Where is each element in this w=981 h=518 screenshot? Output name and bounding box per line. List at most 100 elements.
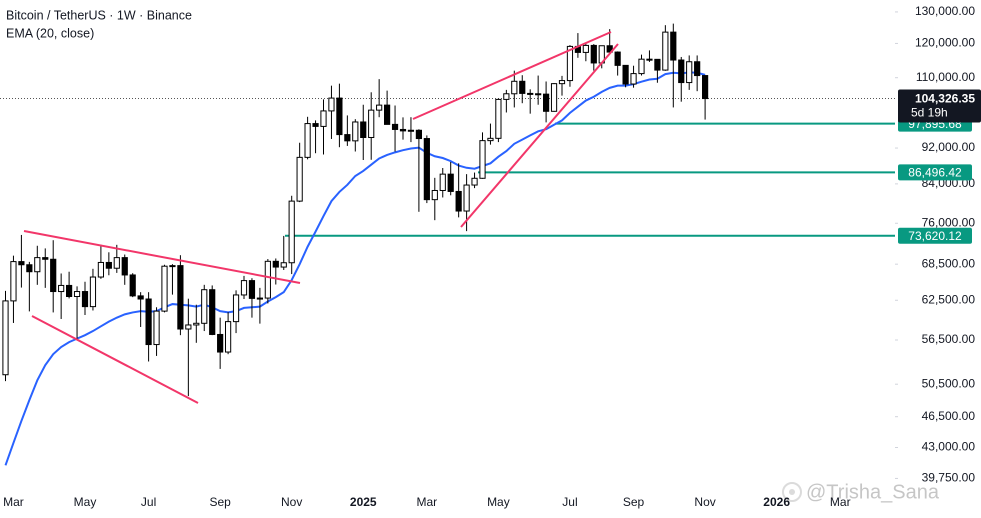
candle-body bbox=[296, 156, 303, 202]
candle-body bbox=[479, 140, 486, 179]
candle-body bbox=[217, 333, 224, 353]
candle-body bbox=[702, 75, 709, 100]
candle-body bbox=[113, 257, 120, 269]
y-tick-label: 56,500.00 bbox=[922, 332, 976, 346]
candle-body bbox=[97, 261, 105, 278]
x-tick-label: Nov bbox=[281, 495, 302, 509]
x-tick-label: May bbox=[74, 495, 97, 509]
candle-body bbox=[232, 294, 240, 323]
candle-body bbox=[169, 265, 176, 268]
x-tick-label: Jul bbox=[562, 495, 577, 509]
candle-body bbox=[105, 261, 112, 269]
candle-body bbox=[535, 93, 542, 96]
candle-body bbox=[89, 276, 97, 308]
candle-body bbox=[344, 134, 351, 142]
candle-body bbox=[352, 121, 359, 142]
x-tick-label: Nov bbox=[694, 495, 715, 509]
trendlines bbox=[23, 31, 619, 404]
y-tick-label: 110,000.00 bbox=[916, 70, 975, 84]
level-label-box bbox=[898, 164, 972, 181]
candle-body bbox=[678, 59, 685, 84]
x-tick-label: Mar bbox=[417, 495, 438, 509]
y-tick-label: 50,500.00 bbox=[922, 376, 976, 390]
y-tick-label: 120,000.00 bbox=[915, 36, 975, 50]
candle-body bbox=[209, 289, 216, 335]
candle-body bbox=[503, 93, 510, 100]
plot-area bbox=[0, 23, 895, 466]
candle-body bbox=[407, 129, 415, 132]
candle-body bbox=[336, 97, 343, 136]
candle-body bbox=[280, 262, 287, 268]
candle-body bbox=[10, 261, 17, 302]
last-price-label: 104,326.35 bbox=[915, 92, 975, 106]
candle-body bbox=[447, 173, 454, 192]
candle-body bbox=[161, 265, 168, 312]
candle-body bbox=[519, 80, 526, 94]
candle-body bbox=[423, 138, 430, 201]
trendline bbox=[23, 230, 301, 284]
x-tick-label: Sep bbox=[623, 495, 645, 509]
candle-body bbox=[638, 58, 645, 75]
watermark: @Trisha_Sana bbox=[806, 481, 940, 503]
candle-body bbox=[26, 264, 33, 273]
candle-body bbox=[2, 300, 9, 376]
candle-body bbox=[543, 93, 550, 112]
trendline bbox=[31, 315, 199, 404]
candle-body bbox=[248, 280, 256, 299]
candle-body bbox=[368, 109, 375, 138]
candle-body bbox=[415, 129, 422, 140]
candle-body bbox=[694, 61, 701, 77]
candle-body bbox=[18, 261, 25, 266]
candle-body bbox=[288, 200, 295, 264]
watermark-logo bbox=[782, 482, 802, 502]
x-tick-label: 2026 bbox=[763, 495, 790, 509]
level-label: 73,620.12 bbox=[908, 229, 962, 243]
candle-body bbox=[384, 104, 391, 125]
candle-body bbox=[614, 51, 621, 66]
candle-body bbox=[328, 97, 335, 112]
candle-body bbox=[34, 257, 41, 273]
candle-body bbox=[558, 80, 566, 85]
candle-body bbox=[145, 298, 152, 346]
candle-body bbox=[622, 64, 629, 85]
candle-body bbox=[66, 284, 73, 298]
candle-body bbox=[225, 321, 232, 353]
y-tick-label: 68,500.00 bbox=[922, 256, 976, 270]
candle-body bbox=[463, 184, 470, 212]
candle-body bbox=[399, 128, 407, 132]
candle-body bbox=[590, 44, 597, 64]
candle-body bbox=[566, 45, 574, 82]
candle-body bbox=[376, 104, 383, 111]
y-tick-label: 76,000.00 bbox=[922, 215, 976, 229]
candle-body bbox=[495, 98, 502, 139]
candle-body bbox=[73, 291, 81, 298]
candle-body bbox=[256, 297, 263, 300]
candle-body bbox=[177, 265, 184, 330]
y-tick-label: 43,000.00 bbox=[922, 440, 976, 454]
candle-body bbox=[193, 322, 200, 326]
y-tick-label: 46,500.00 bbox=[922, 409, 976, 423]
y-tick-label: 92,000.00 bbox=[922, 140, 976, 154]
candle-body bbox=[686, 61, 693, 84]
y-tick-label: 130,000.00 bbox=[915, 4, 975, 18]
candle-body bbox=[527, 92, 534, 95]
candle-body bbox=[121, 257, 128, 276]
ema-line bbox=[4, 71, 706, 466]
candle-body bbox=[58, 284, 65, 293]
candle-body bbox=[81, 291, 89, 308]
level-label: 86,496.42 bbox=[908, 166, 962, 180]
candle-body bbox=[153, 310, 160, 346]
trendline bbox=[460, 43, 619, 228]
indicator-legend: EMA (20, close) bbox=[6, 26, 94, 40]
level-label-box bbox=[898, 227, 972, 244]
x-tick-label: Mar bbox=[3, 495, 24, 509]
candle-body bbox=[431, 189, 438, 201]
candle-body bbox=[304, 123, 311, 158]
candle-body bbox=[511, 80, 518, 95]
candle-body bbox=[606, 45, 613, 53]
y-tick-label: 62,500.00 bbox=[922, 292, 976, 306]
candle-body bbox=[550, 83, 558, 112]
